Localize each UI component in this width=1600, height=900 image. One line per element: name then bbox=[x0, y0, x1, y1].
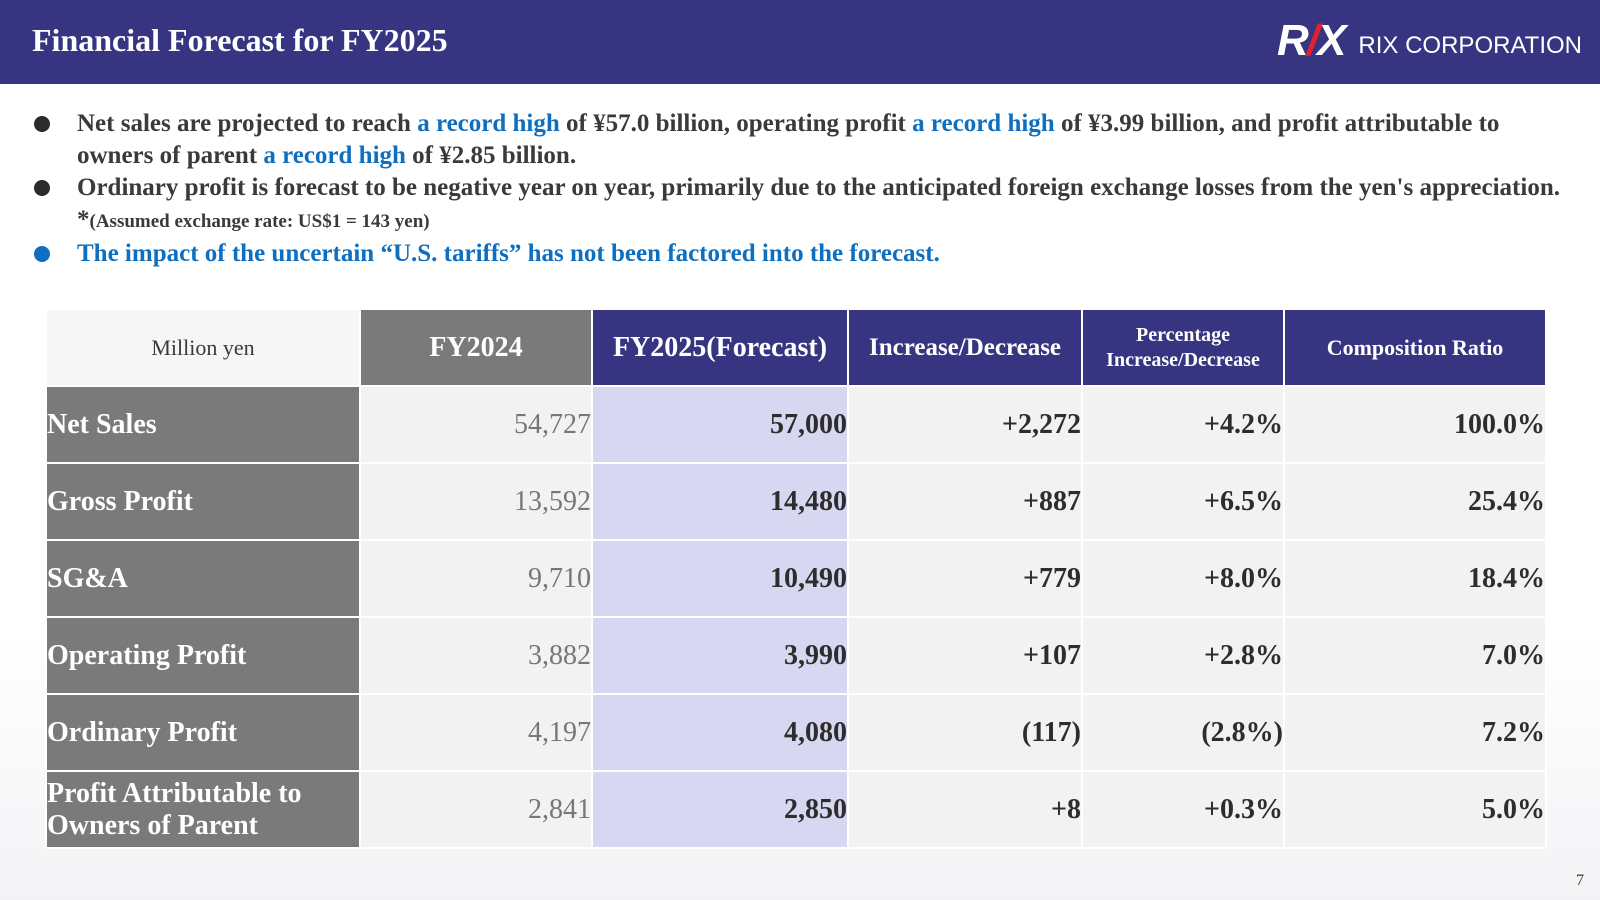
unit-label: Million yen bbox=[45, 308, 361, 387]
cell-fy2025: 57,000 bbox=[591, 385, 849, 464]
header-increase-decrease: Increase/Decrease bbox=[847, 308, 1083, 387]
cell-fy2024: 3,882 bbox=[359, 616, 593, 695]
cell-increase: +2,272 bbox=[847, 385, 1083, 464]
table-row: SG&A 9,710 10,490 +779 +8.0% 18.4% bbox=[45, 539, 1547, 618]
cell-composition: 5.0% bbox=[1283, 770, 1547, 849]
cell-percentage: +8.0% bbox=[1081, 539, 1285, 618]
cell-composition: 7.2% bbox=[1283, 693, 1547, 772]
cell-fy2025: 4,080 bbox=[591, 693, 849, 772]
cell-percentage: +0.3% bbox=[1081, 770, 1285, 849]
table-row: Profit Attributable to Owners of Parent … bbox=[45, 770, 1547, 849]
table-row: Operating Profit 3,882 3,990 +107 +2.8% … bbox=[45, 616, 1547, 695]
cell-fy2024: 2,841 bbox=[359, 770, 593, 849]
logo-text: RIX CORPORATION bbox=[1358, 32, 1582, 59]
bullet-text: Net sales are projected to reach a recor… bbox=[77, 110, 1500, 169]
row-label: Operating Profit bbox=[45, 616, 361, 695]
bullet-dot-icon bbox=[34, 116, 50, 132]
cell-percentage: +6.5% bbox=[1081, 462, 1285, 541]
bullet-record-high: Net sales are projected to reach a recor… bbox=[32, 108, 1572, 172]
cell-increase: (117) bbox=[847, 693, 1083, 772]
header-composition-ratio: Composition Ratio bbox=[1283, 308, 1547, 387]
cell-increase: +8 bbox=[847, 770, 1083, 849]
cell-percentage: +2.8% bbox=[1081, 616, 1285, 695]
page-title: Financial Forecast for FY2025 bbox=[32, 22, 448, 58]
header-percentage-change: Percentage Increase/Decrease bbox=[1081, 308, 1285, 387]
bullet-tariffs: The impact of the uncertain “U.S. tariff… bbox=[32, 238, 1572, 270]
bullet-ordinary-profit: Ordinary profit is forecast to be negati… bbox=[32, 172, 1572, 238]
bullet-text: The impact of the uncertain “U.S. tariff… bbox=[77, 240, 940, 267]
cell-fy2024: 4,197 bbox=[359, 693, 593, 772]
forecast-table: Million yen FY2024 FY2025(Forecast) Incr… bbox=[45, 308, 1547, 849]
row-label: Profit Attributable to Owners of Parent bbox=[45, 770, 361, 849]
row-label: SG&A bbox=[45, 539, 361, 618]
cell-increase: +779 bbox=[847, 539, 1083, 618]
table-row: Net Sales 54,727 57,000 +2,272 +4.2% 100… bbox=[45, 385, 1547, 464]
cell-fy2024: 54,727 bbox=[359, 385, 593, 464]
table-row: Gross Profit 13,592 14,480 +887 +6.5% 25… bbox=[45, 462, 1547, 541]
cell-fy2025: 14,480 bbox=[591, 462, 849, 541]
header-fy2025-forecast: FY2025(Forecast) bbox=[591, 308, 849, 387]
row-label: Net Sales bbox=[45, 385, 361, 464]
cell-fy2025: 10,490 bbox=[591, 539, 849, 618]
summary-bullets: Net sales are projected to reach a recor… bbox=[32, 108, 1572, 270]
cell-fy2025: 3,990 bbox=[591, 616, 849, 695]
cell-composition: 25.4% bbox=[1283, 462, 1547, 541]
cell-fy2025: 2,850 bbox=[591, 770, 849, 849]
cell-percentage: (2.8%) bbox=[1081, 693, 1285, 772]
row-label: Gross Profit bbox=[45, 462, 361, 541]
cell-composition: 7.0% bbox=[1283, 616, 1547, 695]
cell-fy2024: 9,710 bbox=[359, 539, 593, 618]
cell-percentage: +4.2% bbox=[1081, 385, 1285, 464]
header-bar: Financial Forecast for FY2025 R/X RIX CO… bbox=[0, 0, 1600, 84]
bullet-text: Ordinary profit is forecast to be negati… bbox=[77, 174, 1560, 233]
bullet-dot-icon bbox=[34, 246, 50, 262]
cell-composition: 18.4% bbox=[1283, 539, 1547, 618]
cell-fy2024: 13,592 bbox=[359, 462, 593, 541]
row-label: Ordinary Profit bbox=[45, 693, 361, 772]
cell-increase: +887 bbox=[847, 462, 1083, 541]
header-fy2024: FY2024 bbox=[359, 308, 593, 387]
exchange-rate-note: (Assumed exchange rate: US$1 = 143 yen) bbox=[89, 211, 430, 232]
table-row: Ordinary Profit 4,197 4,080 (117) (2.8%)… bbox=[45, 693, 1547, 772]
bullet-dot-icon bbox=[34, 180, 50, 196]
table-header-row: Million yen FY2024 FY2025(Forecast) Incr… bbox=[45, 308, 1547, 387]
cell-composition: 100.0% bbox=[1283, 385, 1547, 464]
cell-increase: +107 bbox=[847, 616, 1083, 695]
page-number: 7 bbox=[1576, 872, 1584, 889]
company-logo: R/X RIX CORPORATION bbox=[1277, 16, 1582, 66]
logo-mark: R/X bbox=[1277, 16, 1346, 65]
